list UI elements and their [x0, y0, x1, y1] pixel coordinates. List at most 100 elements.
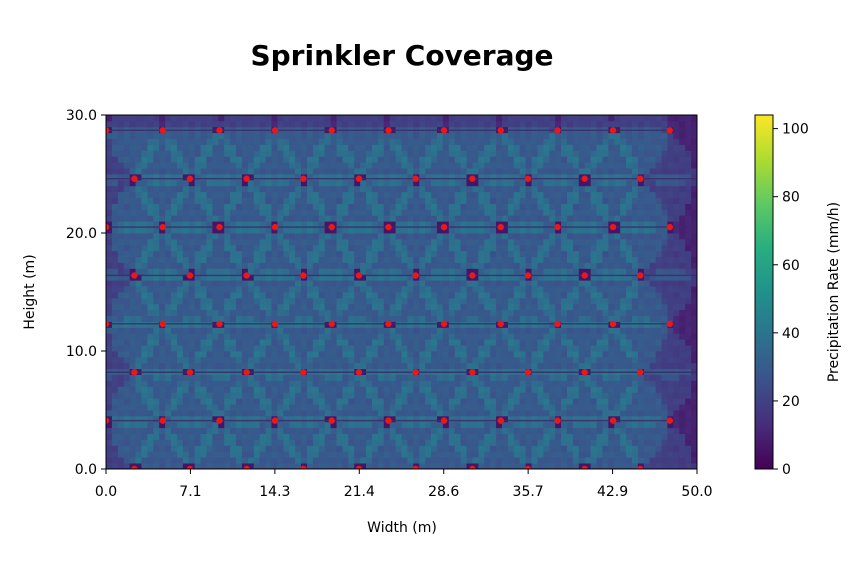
heatmap-cell [348, 362, 355, 370]
heatmap-cell [655, 398, 662, 405]
heatmap-cell [679, 238, 686, 246]
heatmap-cell [685, 197, 692, 204]
heatmap-cell [342, 280, 349, 287]
heatmap-cell [584, 404, 592, 411]
heatmap-cell [241, 262, 249, 269]
heatmap-cell [188, 356, 196, 364]
heatmap-cell [578, 333, 586, 340]
heatmap-cell [141, 274, 148, 281]
heatmap-cell [247, 197, 255, 204]
heatmap-cell [283, 433, 290, 440]
heatmap-cell [496, 451, 503, 458]
heatmap-cell [153, 398, 160, 405]
heatmap-cell [649, 297, 657, 305]
heatmap-cell [218, 274, 225, 281]
heatmap-cell [306, 374, 314, 381]
heatmap-cell [620, 227, 627, 234]
heatmap-cell [247, 421, 255, 429]
heatmap-cell [691, 203, 697, 210]
heatmap-cell [289, 303, 296, 311]
heatmap-cell [655, 321, 662, 328]
heatmap-cell [360, 439, 367, 446]
heatmap-cell [153, 238, 160, 246]
heatmap-cell [159, 197, 166, 204]
heatmap-cell [236, 274, 243, 281]
heatmap-cell [460, 439, 467, 446]
heatmap-cell [490, 315, 497, 322]
heatmap-cell [602, 380, 609, 387]
heatmap-cell [230, 427, 237, 434]
heatmap-cell [389, 179, 396, 187]
heatmap-cell [271, 374, 278, 381]
heatmap-cell [501, 191, 509, 198]
heatmap-cell [271, 404, 278, 411]
heatmap-cell [129, 203, 136, 210]
heatmap-cell [584, 286, 592, 293]
heatmap-cell [318, 386, 326, 393]
heatmap-cell [194, 374, 201, 381]
heatmap-cell [182, 238, 190, 246]
heatmap-cell [419, 274, 426, 281]
heatmap-cell [383, 179, 391, 187]
heatmap-cell [259, 238, 266, 246]
heatmap-cell [247, 286, 255, 293]
heatmap-cell [637, 179, 645, 187]
heatmap-cell [395, 292, 402, 299]
heatmap-cell [395, 433, 402, 440]
heatmap-cell [342, 445, 349, 452]
heatmap-cell [241, 398, 249, 405]
heatmap-cell [218, 185, 225, 193]
heatmap-cell [289, 345, 296, 352]
heatmap-cell [206, 451, 213, 458]
heatmap-cell [366, 463, 373, 469]
heatmap-cell [549, 185, 556, 193]
heatmap-cell [123, 238, 131, 246]
heatmap-cell [135, 445, 142, 452]
heatmap-cell [561, 327, 568, 334]
heatmap-cell [407, 203, 414, 210]
heatmap-cell [212, 439, 219, 446]
heatmap-cell [637, 386, 645, 393]
heatmap-cell [531, 321, 538, 328]
heatmap-cell [454, 374, 461, 381]
heatmap-cell [407, 315, 414, 322]
heatmap-cell [265, 374, 272, 381]
heatmap-cell [401, 209, 408, 216]
heatmap-cell [501, 174, 509, 181]
heatmap-cell [360, 244, 367, 252]
heatmap-cell [301, 233, 308, 240]
heatmap-cell [171, 386, 178, 393]
heatmap-cell [336, 297, 343, 305]
heatmap-cell [667, 262, 674, 269]
heatmap-cell [673, 410, 680, 417]
heatmap-cell [206, 356, 213, 364]
heatmap-cell [478, 280, 485, 287]
heatmap-cell [212, 333, 219, 340]
heatmap-cell [431, 233, 438, 240]
heatmap-cell [626, 433, 633, 440]
heatmap-cell [673, 238, 680, 246]
heatmap-cell [135, 345, 142, 352]
heatmap-cell [637, 374, 645, 381]
heatmap-cell [673, 297, 680, 305]
heatmap-cell [295, 321, 302, 328]
heatmap-cell [561, 280, 568, 287]
heatmap-cell [236, 315, 243, 322]
heatmap-cell [283, 404, 290, 411]
heatmap-cell [194, 238, 201, 246]
heatmap-cell [247, 309, 255, 316]
heatmap-cell [265, 244, 272, 252]
heatmap-cell [620, 209, 627, 216]
heatmap-cell [501, 333, 509, 340]
heatmap-cell [377, 262, 385, 269]
heatmap-cell [218, 256, 225, 263]
heatmap-cell [661, 421, 668, 429]
heatmap-cell [312, 262, 320, 269]
heatmap-cell [295, 351, 302, 358]
heatmap-cell [301, 321, 308, 328]
heatmap-cell [182, 463, 190, 469]
heatmap-cell [206, 392, 213, 399]
heatmap-cell [176, 321, 184, 328]
heatmap-cell [691, 268, 697, 275]
heatmap-cell [366, 209, 373, 216]
